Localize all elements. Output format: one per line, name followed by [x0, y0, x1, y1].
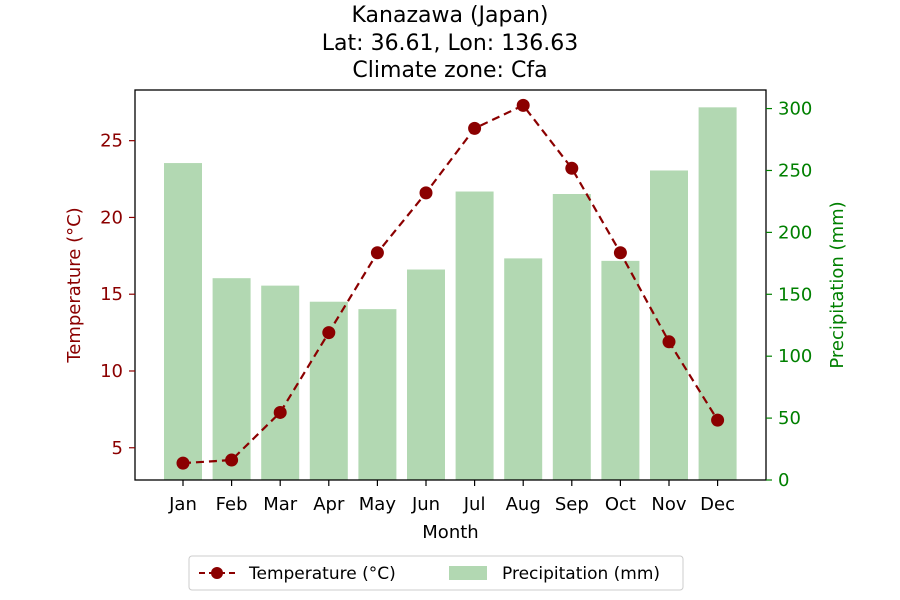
- precipitation-axis-label: Precipitation (mm): [827, 201, 848, 368]
- precipitation-bar-jan: [164, 163, 202, 481]
- legend-box: [188, 555, 684, 591]
- precipitation-bars: [164, 107, 737, 481]
- month-tick-label-oct: Oct: [605, 494, 636, 515]
- precipitation-bar-jul: [455, 191, 494, 480]
- title-line-2: Lat: 36.61, Lon: 136.63: [322, 31, 578, 56]
- plot-frame: [134, 89, 767, 481]
- temperature-point-mar: [273, 405, 287, 419]
- temperature-point-aug: [516, 98, 530, 112]
- temperature-tick-label-15: 15: [100, 284, 123, 305]
- legend-precipitation-swatch: [449, 566, 487, 580]
- temperature-point-dec: [711, 413, 725, 427]
- month-tick-label-sep: Sep: [555, 494, 589, 515]
- legend: Temperature (°C) Precipitation (mm): [188, 555, 684, 591]
- month-tick-label-jul: Jul: [463, 494, 486, 515]
- month-tick-label-nov: Nov: [651, 494, 686, 515]
- temperature-point-feb: [225, 453, 239, 467]
- month-tick-label-jan: Jan: [168, 494, 197, 515]
- temperature-line: [176, 98, 725, 470]
- precipitation-bar-jun: [407, 269, 445, 480]
- temperature-axis: 5 10 15 20 25: [100, 131, 135, 459]
- precipitation-bar-may: [358, 309, 397, 480]
- month-tick-label-mar: Mar: [263, 494, 298, 515]
- month-axis: Jan Feb Mar Apr May Jun Jul Aug Sep Oct Nov Dec: [168, 480, 735, 515]
- temperature-point-sep: [565, 161, 579, 175]
- month-tick-label-may: May: [359, 494, 397, 515]
- precipitation-tick-label-300: 300: [778, 99, 812, 120]
- precipitation-axis: 0 50 100 150 200 250 300: [766, 99, 812, 491]
- temperature-point-nov: [662, 335, 676, 349]
- temperature-tick-label-5: 5: [112, 438, 123, 459]
- temperature-tick-label-20: 20: [100, 207, 123, 228]
- month-tick-label-dec: Dec: [700, 494, 735, 515]
- temperature-point-apr: [322, 326, 336, 340]
- precipitation-bar-oct: [601, 260, 640, 480]
- precipitation-tick-label-150: 150: [778, 284, 812, 305]
- temperature-tick-label-25: 25: [100, 131, 123, 152]
- precipitation-tick-label-250: 250: [778, 160, 812, 181]
- temperature-point-may: [370, 246, 384, 260]
- temperature-series-line: [182, 103, 719, 465]
- chart-title: Kanazawa (Japan) Lat: 36.61, Lon: 136.63…: [322, 3, 578, 83]
- precipitation-tick-label-200: 200: [778, 222, 812, 243]
- title-line-1: Kanazawa (Japan): [352, 3, 549, 28]
- temperature-tick-label-10: 10: [100, 361, 123, 382]
- precipitation-tick-label-0: 0: [778, 470, 789, 491]
- precipitation-bar-aug: [504, 258, 543, 480]
- precipitation-tick-label-100: 100: [778, 346, 812, 367]
- temperature-point-jul: [468, 121, 482, 135]
- legend-temperature-marker: [211, 567, 223, 579]
- precipitation-bar-nov: [650, 170, 688, 480]
- month-tick-label-apr: Apr: [313, 494, 345, 515]
- temperature-axis-label: Temperature (°C): [64, 207, 85, 363]
- x-axis-label: Month: [422, 522, 478, 543]
- month-tick-label-feb: Feb: [216, 494, 248, 515]
- month-tick-label-jun: Jun: [411, 494, 440, 515]
- title-line-3: Climate zone: Cfa: [352, 58, 547, 83]
- temperature-point-jun: [419, 186, 433, 200]
- legend-precipitation-label: Precipitation (mm): [502, 564, 660, 584]
- temperature-point-oct: [613, 246, 627, 260]
- precipitation-bar-feb: [212, 278, 251, 480]
- precipitation-bar-mar: [261, 285, 300, 480]
- temperature-point-jan: [176, 456, 190, 470]
- legend-temperature-label: Temperature (°C): [248, 564, 396, 584]
- month-tick-label-aug: Aug: [506, 494, 541, 515]
- precipitation-tick-label-50: 50: [778, 408, 801, 429]
- precipitation-bar-sep: [552, 194, 591, 480]
